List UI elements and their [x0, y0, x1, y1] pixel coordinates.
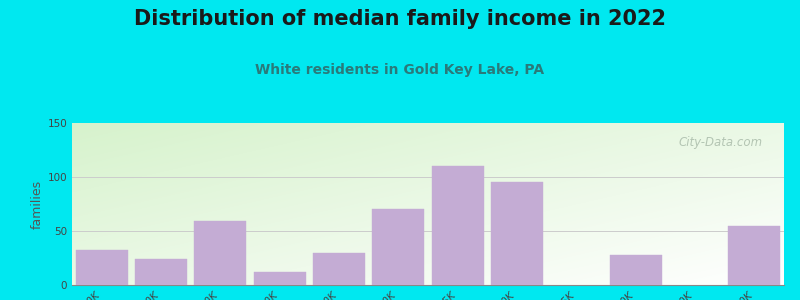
Text: City-Data.com: City-Data.com — [678, 136, 762, 149]
Bar — [194, 221, 246, 285]
Bar — [313, 253, 365, 285]
Y-axis label: families: families — [30, 179, 43, 229]
Text: White residents in Gold Key Lake, PA: White residents in Gold Key Lake, PA — [255, 63, 545, 77]
Bar — [75, 250, 128, 285]
Bar — [372, 209, 425, 285]
Bar — [491, 182, 543, 285]
Bar — [728, 226, 781, 285]
Bar — [254, 272, 306, 285]
Bar — [431, 166, 484, 285]
Bar — [135, 259, 187, 285]
Text: Distribution of median family income in 2022: Distribution of median family income in … — [134, 9, 666, 29]
Bar — [610, 255, 662, 285]
